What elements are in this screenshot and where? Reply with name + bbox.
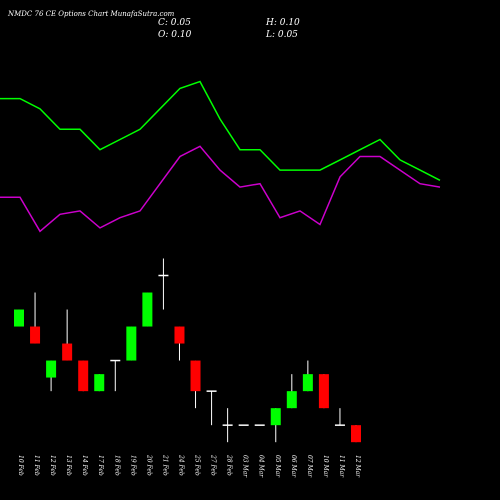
x-tick-label: 10 Mar [322, 455, 329, 478]
x-tick-label: 17 Feb [97, 455, 104, 476]
chart-title: NMDC 76 CE Options Chart MunafaSutra.com [7, 10, 175, 18]
candle-body [62, 343, 73, 361]
x-tick-label: 19 Feb [129, 455, 136, 476]
x-tick-label: 11 Feb [33, 455, 40, 476]
ohlc-open: O: 0.10 [158, 30, 192, 40]
candle-body [302, 374, 313, 392]
indicator-line [0, 80, 441, 181]
indicator-line [0, 145, 441, 233]
x-tick-label: 21 Feb [161, 454, 168, 476]
candle-body [351, 425, 361, 443]
candle-body [190, 360, 201, 392]
x-tick-label: 20 Feb [145, 454, 152, 476]
x-tick-label: 14 Feb [81, 455, 88, 476]
candle-body [174, 326, 185, 344]
x-tick-label: 27 Feb [210, 454, 217, 476]
x-tick-label: 06 Mar [290, 455, 297, 478]
ohlc-low: L: 0.05 [265, 30, 298, 40]
x-tick-label: 13 Feb [65, 455, 72, 476]
candle-body [286, 391, 297, 409]
ohlc-high: H: 0.10 [265, 18, 300, 28]
candle-body [78, 360, 89, 392]
x-tick-label: 03 Mar [242, 455, 249, 478]
x-tick-label: 05 Mar [274, 455, 281, 478]
x-tick-label: 18 Feb [113, 455, 120, 476]
candle-body [270, 408, 281, 426]
candle-body [318, 374, 329, 409]
x-tick-label: 04 Mar [258, 455, 265, 478]
candle-body [46, 360, 57, 378]
candle-body [126, 326, 137, 361]
candle-body [142, 292, 153, 327]
x-tick-label: 12 Mar [354, 455, 361, 478]
candle-body [30, 326, 41, 344]
x-tick-label: 28 Feb [226, 454, 233, 476]
candle-body [94, 374, 105, 392]
x-tick-label: 24 Feb [177, 454, 184, 476]
x-tick-label: 10 Feb [17, 455, 24, 476]
x-tick-label: 25 Feb [194, 454, 201, 476]
candle-body [14, 309, 24, 327]
x-tick-label: 11 Mar [338, 455, 345, 478]
ohlc-close: C: 0.05 [158, 18, 191, 28]
x-tick-label: 07 Mar [306, 455, 313, 478]
x-tick-label: 12 Feb [49, 455, 56, 476]
